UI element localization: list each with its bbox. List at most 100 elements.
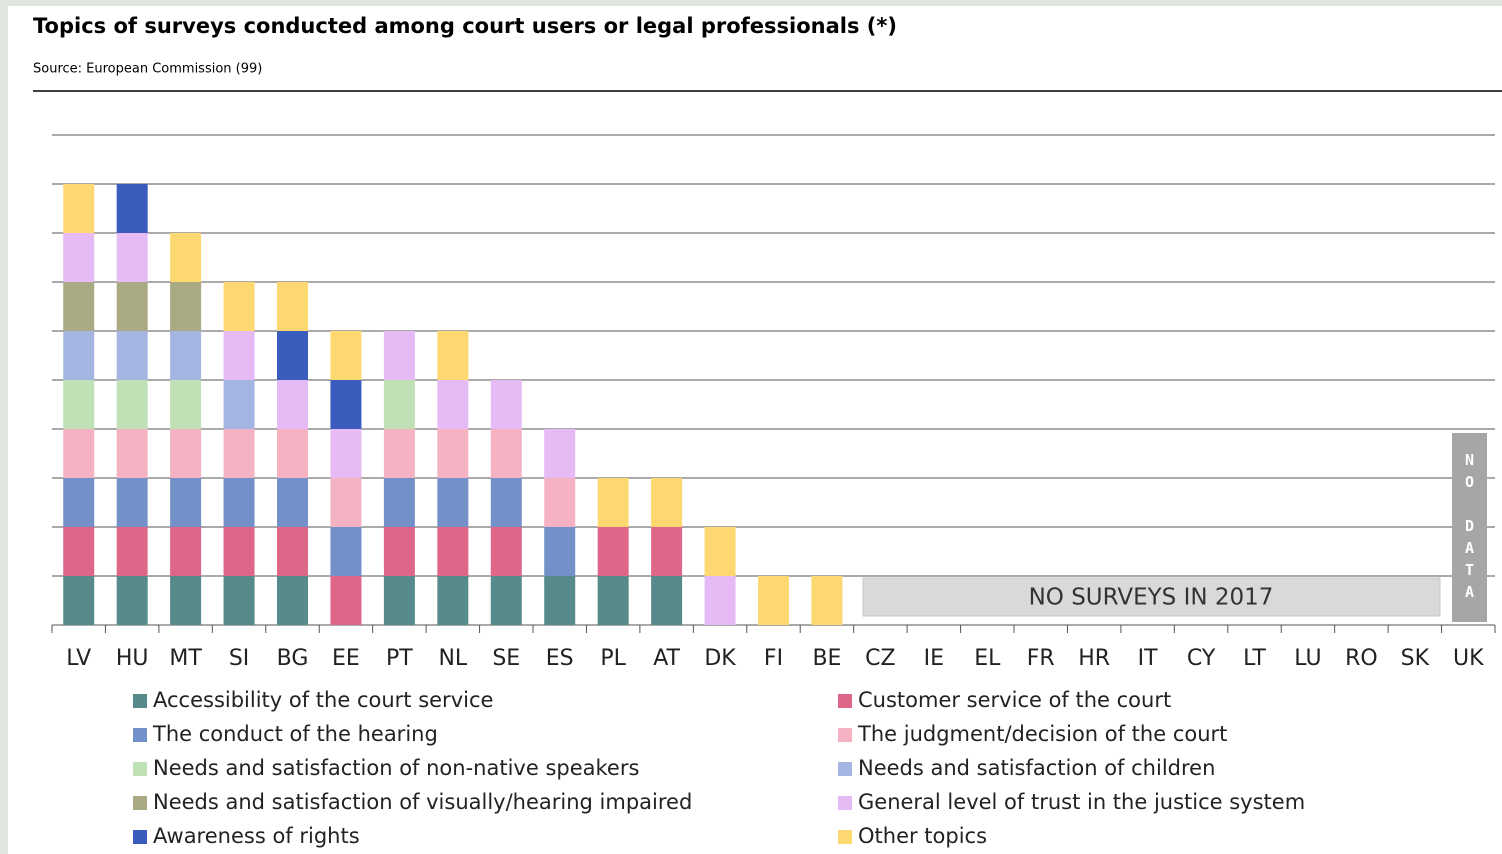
x-tick-label: LU [1294, 646, 1321, 671]
bar-segment [437, 576, 469, 625]
bar-segment [330, 380, 362, 429]
annotation: NO DATA [1452, 433, 1487, 622]
bar-segment [383, 380, 415, 429]
x-tick-label: FI [764, 646, 783, 671]
bar-segment [490, 478, 522, 527]
x-tick-label: EL [974, 646, 1001, 671]
bar-segment [223, 527, 255, 576]
bar-segment [116, 527, 148, 576]
bar-segment [277, 429, 308, 478]
bar-segment [330, 576, 362, 625]
legend-label: Awareness of rights [153, 824, 360, 848]
x-tick-label: HR [1078, 646, 1110, 671]
bar-segment [170, 282, 202, 331]
bar-segment [170, 527, 202, 576]
bar-segment [116, 429, 148, 478]
x-tick-label: IT [1138, 646, 1158, 671]
bar-segment [223, 576, 255, 625]
x-tick-label: BE [812, 646, 841, 671]
bar-segment [437, 331, 469, 380]
legend-label: Needs and satisfaction of children [858, 756, 1215, 780]
bar-segment [170, 478, 202, 527]
bar-segment [330, 478, 362, 527]
bar-segment [437, 527, 469, 576]
bar-segment [223, 282, 255, 331]
legend-label: Needs and satisfaction of non-native spe… [153, 756, 639, 780]
bar-segment [437, 380, 469, 429]
x-tick-label: AT [653, 646, 680, 671]
bar-segment [383, 478, 415, 527]
x-tick-label: HU [116, 646, 149, 671]
legend-label: Other topics [858, 824, 987, 848]
bar-segment [437, 478, 469, 527]
bar-segment [704, 527, 736, 576]
x-tick-label: RO [1345, 646, 1378, 671]
legend-swatch [133, 830, 147, 844]
bar-segment [223, 380, 255, 429]
legend-swatch [133, 796, 147, 810]
bar-segment [544, 429, 576, 478]
bar-segment [330, 429, 362, 478]
legend-label: Accessibility of the court service [153, 688, 493, 712]
bar-segment [63, 331, 95, 380]
bar-segment [170, 233, 202, 282]
bar-segment [277, 331, 308, 380]
bar-segment [63, 282, 95, 331]
legend-label: Needs and satisfaction of visually/heari… [153, 790, 692, 814]
bar-segment [277, 380, 308, 429]
bar-segment [651, 478, 683, 527]
x-tick-label: LV [66, 646, 91, 671]
bar-segment [170, 331, 202, 380]
bar-segment [116, 331, 148, 380]
chart-subtitle: Source: European Commission (99) [33, 62, 262, 77]
annotation-box [862, 577, 1441, 617]
x-tick-label: NL [438, 646, 467, 671]
bar-segment [116, 282, 148, 331]
legend-swatch [838, 728, 852, 742]
legend-swatch [133, 728, 147, 742]
bar-segment [116, 184, 148, 233]
bar-segment [277, 282, 308, 331]
bar-segment [116, 380, 148, 429]
legend-label: The judgment/decision of the court [857, 722, 1227, 746]
chart-title: Topics of surveys conducted among court … [33, 14, 897, 38]
bar-segment [490, 527, 522, 576]
bar-segment [544, 527, 576, 576]
bar-segment [383, 429, 415, 478]
bar-segment [116, 233, 148, 282]
legend-swatch [838, 796, 852, 810]
x-tick-label: LT [1243, 646, 1266, 671]
page: Topics of surveys conducted among court … [8, 6, 1502, 854]
bar-segment [811, 576, 843, 625]
bar-segment [116, 478, 148, 527]
legend-label: The conduct of the hearing [152, 722, 438, 746]
bar-segment [651, 527, 683, 576]
bar-segment [330, 527, 362, 576]
bar-segment [277, 478, 308, 527]
bar-segment [63, 184, 95, 233]
bar-segment [490, 576, 522, 625]
x-tick-label: CY [1187, 646, 1216, 671]
bar-segment [383, 331, 415, 380]
bar-segment [223, 331, 255, 380]
x-tick-label: CZ [865, 646, 895, 671]
x-tick-label: MT [169, 646, 202, 671]
bar-segment [116, 576, 148, 625]
x-tick-label: EE [332, 646, 360, 671]
x-tick-label: PT [386, 646, 413, 671]
bar-segment [490, 380, 522, 429]
x-tick-label: SI [229, 646, 249, 671]
bar-segment [170, 380, 202, 429]
legend-swatch [133, 694, 147, 708]
bar-segment [544, 576, 576, 625]
bar-segment [758, 576, 789, 625]
bar-segment [170, 429, 202, 478]
x-tick-label: ES [546, 646, 574, 671]
legend-swatch [133, 762, 147, 776]
bar-segment [277, 576, 308, 625]
bar-segment [597, 527, 629, 576]
bar-segment [63, 233, 95, 282]
bar-segment [437, 429, 469, 478]
legend-swatch [838, 694, 852, 708]
legend-label: Customer service of the court [858, 688, 1171, 712]
